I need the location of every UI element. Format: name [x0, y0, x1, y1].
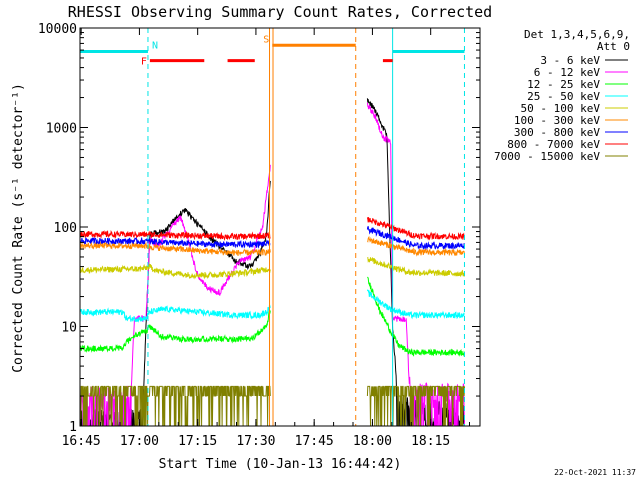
- legend-label: 25 - 50 keV: [527, 90, 600, 103]
- y-tick-label: 1: [69, 420, 77, 435]
- series-50-100-kev: [79, 256, 465, 280]
- x-tick-label: 17:45: [295, 434, 334, 449]
- flag-letter-s: S: [263, 34, 269, 45]
- legend-label: 3 - 6 keV: [540, 54, 600, 67]
- legend-label: 100 - 300 keV: [514, 114, 600, 127]
- series-line-pre: [79, 385, 271, 427]
- chart-title: RHESSI Observing Summary Count Rates, Co…: [68, 3, 492, 21]
- series-line-pre: [79, 304, 271, 323]
- series-line-pre: [79, 236, 271, 249]
- x-tick-label: 17:15: [178, 434, 217, 449]
- x-tick-label: 18:15: [411, 434, 450, 449]
- flag-letter-f: F: [141, 57, 147, 68]
- flag-layer: FN S: [80, 34, 465, 68]
- series-line-pre: [79, 241, 271, 257]
- x-tick-label: 18:00: [353, 434, 392, 449]
- y-axis: 1 10 100 1000 10000: [38, 22, 480, 435]
- y-tick-label: 10: [61, 321, 77, 336]
- legend-label: 300 - 800 keV: [514, 126, 600, 139]
- footer-timestamp: 22-Oct-2021 11:37: [554, 468, 636, 477]
- y-tick-label: 100: [54, 221, 77, 236]
- y-axis-label: Corrected Count Rate (s⁻¹ detector⁻¹): [11, 83, 26, 373]
- y-tick-label: 10000: [38, 22, 77, 37]
- series-line-post: [366, 289, 465, 320]
- series-line-post: [366, 217, 465, 241]
- legend-label: 7000 - 15000 keV: [494, 150, 600, 163]
- series-line-post: [367, 256, 465, 277]
- series-line-post: [366, 385, 465, 427]
- legend-label: 6 - 12 keV: [534, 66, 601, 79]
- series-25-50-kev: [79, 289, 465, 323]
- legend-title-line-2: Att 0: [597, 40, 630, 53]
- legend-label: 50 - 100 keV: [521, 102, 601, 115]
- plot-frame: [79, 27, 481, 427]
- series-800-7000-kev: [79, 217, 465, 241]
- x-axis: 16:45 17:00 17:15 17:30 17:45 18:00 18:15: [62, 28, 471, 449]
- series-300-800-kev: [79, 225, 465, 251]
- x-tick-label: 17:00: [120, 434, 159, 449]
- series-line-post: [367, 276, 465, 357]
- vline-layer: [79, 28, 465, 426]
- series-12-25-kev: [79, 276, 465, 357]
- series-line-pre: [79, 308, 271, 353]
- legend-title-line-1: Det 1,3,4,5,6,9,: [524, 28, 630, 41]
- legend-label: 800 - 7000 keV: [507, 138, 600, 151]
- series-line-post: [366, 98, 465, 427]
- series-layer: [79, 98, 465, 427]
- x-axis-label: Start Time (10-Jan-13 16:44:42): [159, 457, 402, 472]
- x-tick-label: 17:30: [236, 434, 275, 449]
- x-tick-label: 16:45: [62, 434, 101, 449]
- series-3-6-kev: [79, 98, 465, 427]
- series-line-post: [366, 225, 465, 251]
- y-tick-label: 1000: [46, 122, 77, 137]
- series-line-pre: [79, 230, 271, 241]
- series-6-12-kev: [79, 102, 465, 427]
- flag-letter-n: N: [152, 41, 158, 52]
- series-line-pre: [79, 263, 271, 280]
- legend-label: 12 - 25 keV: [527, 78, 600, 91]
- series-line-post: [367, 235, 465, 257]
- series-100-300-kev: [79, 235, 465, 257]
- series-7000-15000-kev: [79, 385, 465, 427]
